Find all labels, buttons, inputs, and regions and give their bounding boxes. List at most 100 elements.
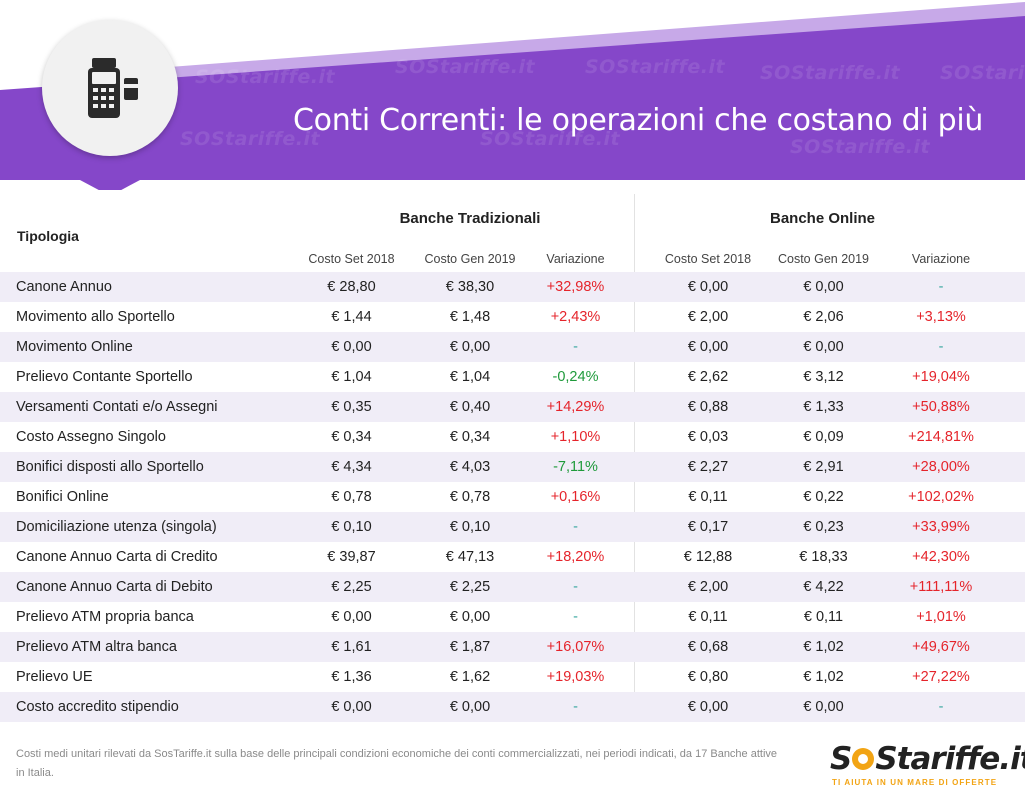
- cost-cell: € 0,78: [331, 489, 372, 505]
- cost-cell: € 0,09: [803, 429, 844, 445]
- table-row: Costo Assegno Singolo € 0,34 € 0,34 +1,10% €…: [0, 422, 1025, 452]
- variation-cell: +111,11%: [909, 579, 973, 595]
- cost-cell: € 0,40: [449, 399, 491, 415]
- variation-cell: +33,99%: [912, 519, 970, 535]
- cost-cell: € 0,11: [803, 609, 844, 625]
- variation-cell: +14,29%: [546, 399, 605, 415]
- watermark: SOStariffe.it: [585, 56, 726, 78]
- table-row: Canone Annuo Carta di Credito € 39,87 € 47…: [0, 542, 1025, 572]
- variation-cell: +3,13%: [916, 309, 966, 325]
- row-label: Prelievo ATM altra banca: [16, 639, 177, 655]
- cost-cell: € 1,61: [331, 639, 372, 655]
- variation-cell: +28,00%: [912, 459, 970, 475]
- table-row: Canone Annuo Carta di Debito € 2,25 € 2,25…: [0, 572, 1025, 602]
- variation-cell: -: [573, 609, 578, 625]
- cost-cell: € 39,87: [327, 549, 376, 565]
- variation-cell: +1,01%: [916, 609, 966, 625]
- cost-cell: € 1,04: [331, 369, 372, 385]
- variation-cell: -: [938, 279, 944, 295]
- cost-cell: € 0,00: [803, 699, 844, 715]
- cost-cell: € 0,00: [331, 339, 372, 355]
- cost-cell: € 0,35: [331, 399, 372, 415]
- watermark: SOStariffe.it: [195, 66, 336, 88]
- brand-name: S Stariffe.it: [830, 741, 1025, 777]
- footnote: Costi medi unitari rilevati da SosTariff…: [16, 748, 778, 779]
- table-row: Costo accredito stipendio € 0,00 € 0,00 - € …: [0, 692, 1025, 722]
- cost-cell: € 2,25: [331, 579, 372, 595]
- cost-cell: € 4,34: [331, 459, 372, 475]
- cost-cell: € 1,62: [449, 669, 491, 685]
- variation-cell: -: [573, 579, 578, 595]
- cost-cell: € 2,06: [803, 309, 844, 325]
- cost-cell: € 0,00: [687, 339, 729, 355]
- cost-cell: € 0,34: [449, 429, 491, 445]
- table-row: Prelievo UE € 1,36 € 1,62 +19,03% € 0,80 € 1,…: [0, 662, 1025, 692]
- subheader-cost-2018: Costo Set 2018: [308, 252, 395, 266]
- subheader-cost-2019: Costo Gen 2019: [424, 252, 516, 266]
- table-row: Prelievo ATM propria banca € 0,00 € 0,00 - €…: [0, 602, 1025, 632]
- lifebuoy-icon: [852, 748, 875, 770]
- cost-cell: € 1,02: [803, 639, 844, 655]
- row-label: Prelievo Contante Sportello: [16, 369, 193, 385]
- row-label: Canone Annuo: [16, 279, 112, 295]
- table-row: Bonifici Online € 0,78 € 0,78 +0,16% € 0,11 €…: [0, 482, 1025, 512]
- row-label: Movimento Online: [16, 339, 133, 355]
- page-title: Conti Correnti: le operazioni che costan…: [293, 103, 984, 138]
- row-label: Bonifici Online: [16, 489, 109, 505]
- cost-cell: € 1,33: [803, 399, 844, 415]
- row-label: Costo accredito stipendio: [16, 699, 179, 715]
- table-row: Canone Annuo € 28,80 € 38,30 +32,98% € 0,00 €…: [0, 272, 1025, 302]
- cost-cell: € 0,00: [449, 699, 491, 715]
- subheader-variation: Variazione: [911, 252, 971, 266]
- cost-cell: € 47,13: [445, 549, 495, 565]
- row-label: Versamenti Contati e/o Assegni: [16, 399, 218, 415]
- variation-cell: +102,02%: [908, 489, 974, 505]
- variation-cell: -: [573, 339, 578, 355]
- variation-cell: +49,67%: [912, 639, 970, 655]
- cost-cell: € 18,33: [799, 549, 848, 565]
- table-row: Domiciliazione utenza (singola) € 0,10 € 0…: [0, 512, 1025, 542]
- pos-terminal-icon: [88, 58, 138, 118]
- cost-cell: € 1,04: [449, 369, 491, 385]
- table-row: Movimento allo Sportello € 1,44 € 1,48 +2,4…: [0, 302, 1025, 332]
- watermark: SOStariffe.it: [790, 136, 931, 158]
- cost-cell: € 2,27: [687, 459, 729, 475]
- cost-cell: € 0,80: [687, 669, 729, 685]
- variation-cell: +16,07%: [546, 639, 605, 655]
- cost-cell: € 28,80: [327, 279, 376, 295]
- cost-cell: € 0,00: [803, 279, 844, 295]
- cost-cell: € 4,22: [803, 579, 844, 595]
- cost-cell: € 38,30: [445, 279, 495, 295]
- cost-cell: € 1,02: [803, 669, 844, 685]
- watermark: SOStariffe.it: [760, 62, 901, 84]
- cost-cell: € 1,36: [331, 669, 372, 685]
- subheader-cost-2019: Costo Gen 2019: [777, 252, 870, 266]
- cost-cell: € 0,34: [331, 429, 372, 445]
- row-label: Bonifici disposti allo Sportello: [16, 459, 204, 475]
- subheader-cost-2018: Costo Set 2018: [664, 252, 752, 266]
- variation-cell: +19,03%: [546, 669, 605, 685]
- watermark: SOStariffe.it: [940, 62, 1025, 84]
- watermark: SOStariffe.it: [480, 128, 621, 150]
- cost-cell: € 2,00: [687, 309, 729, 325]
- variation-cell: +32,98%: [546, 279, 605, 295]
- variation-cell: -: [938, 339, 944, 355]
- subheader-variation: Variazione: [546, 252, 605, 266]
- cost-cell: € 0,00: [331, 609, 372, 625]
- watermark: SOStariffe.it: [395, 56, 536, 78]
- cost-cell: € 0,88: [687, 399, 729, 415]
- tipologia-header: Tipologia: [17, 228, 79, 244]
- cost-cell: € 12,88: [683, 549, 733, 565]
- cost-cell: € 0,23: [803, 519, 844, 535]
- cost-cell: € 0,00: [687, 699, 729, 715]
- variation-cell: +1,10%: [550, 429, 601, 445]
- cost-cell: € 4,03: [449, 459, 491, 475]
- table-row: Prelievo ATM altra banca € 1,61 € 1,87 +16,…: [0, 632, 1025, 662]
- cost-cell: € 1,48: [449, 309, 491, 325]
- cost-cell: € 3,12: [803, 369, 844, 385]
- group-header-online: Banche Online: [769, 210, 876, 227]
- cost-cell: € 0,22: [803, 489, 844, 505]
- header-banner: SOStariffe.it SOStariffe.it SOStariffe.i…: [0, 0, 1025, 190]
- brand-name-suffix: Stariffe.it: [875, 741, 1025, 777]
- row-label: Prelievo ATM propria banca: [16, 609, 194, 625]
